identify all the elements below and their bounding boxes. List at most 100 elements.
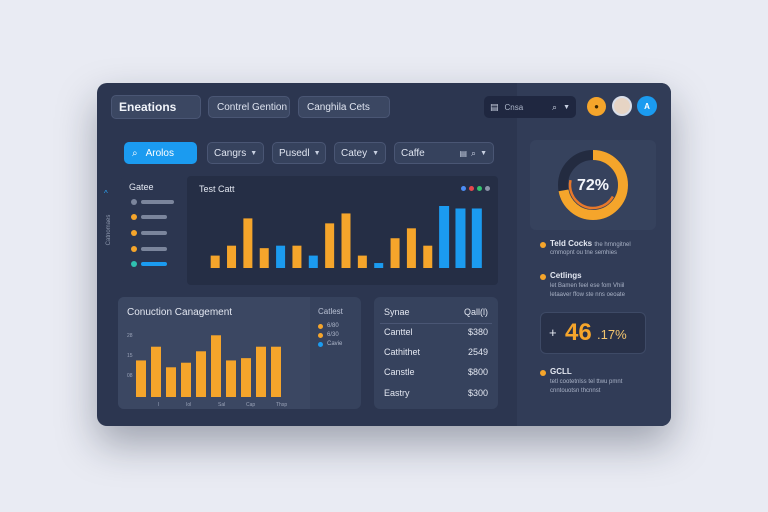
- donut-value: 72%: [576, 177, 610, 194]
- info-3-desc: cnntouotsn thcnnst: [550, 388, 601, 394]
- legend-color-dot: [469, 186, 474, 191]
- account-button[interactable]: A: [637, 96, 657, 116]
- filter-1-label: Cangrs: [214, 147, 247, 159]
- table-row-value: $380: [467, 327, 488, 337]
- tab-control[interactable]: Contrel Gention: [208, 96, 290, 118]
- table-row-value: $800: [467, 367, 488, 377]
- stat-decimal: .17%: [597, 327, 627, 342]
- legend-dot: [131, 246, 137, 252]
- chart-bar: [423, 245, 433, 268]
- bell-icon: ●: [594, 102, 599, 111]
- chevron-down-icon: ▼: [372, 149, 379, 157]
- donut-card: 72%: [530, 140, 656, 230]
- chart-bar: [271, 346, 281, 397]
- summary-table: Synae Qall(l) Canttel $380 Cathithet 254…: [374, 297, 498, 409]
- chevron-up-icon: ^: [104, 189, 108, 198]
- chart-bar: [151, 346, 161, 397]
- table-divider: [380, 323, 492, 324]
- main-chart-title: Test Catt: [199, 184, 235, 194]
- user-icon: A: [644, 101, 650, 111]
- table-header-value: Qall(l): [464, 307, 488, 317]
- main-chart-panel: Test Catt: [187, 176, 498, 285]
- x-tick-label: Iol: [186, 402, 191, 408]
- chart-bar: [390, 238, 400, 268]
- chart-bar: [259, 248, 269, 268]
- bullet-dot: [540, 274, 546, 280]
- chart-bar: [241, 358, 251, 397]
- filter-2-label: Pusedl: [279, 147, 310, 159]
- search-icon: ⌕: [132, 147, 138, 159]
- header-search-label: Cnsa: [504, 102, 524, 112]
- side-tab[interactable]: ^ Catnomaes: [101, 189, 115, 259]
- x-tick-label: Thsp: [276, 402, 287, 408]
- notification-button[interactable]: ●: [587, 97, 606, 116]
- legend-color-dot: [318, 341, 323, 347]
- avatar[interactable]: [612, 96, 632, 116]
- chart-bar: [196, 351, 206, 397]
- chart-bar: [256, 346, 266, 397]
- legend-color-dot: [485, 186, 490, 191]
- legend-dot: [131, 261, 137, 267]
- dashboard-window: Eneations Contrel Gention Canghila Cets …: [97, 83, 671, 426]
- management-card: Conuction Canagement 28 15 08 I Iol Sal Cap Ths…: [118, 297, 361, 409]
- info-3-desc: tetl cootetnlss tel ttwu pmnt: [550, 379, 623, 385]
- primary-filter-label: Arolos: [145, 147, 174, 159]
- table-row-name: Canstle: [384, 367, 415, 377]
- info-2-desc: letaaver ffow ste nns oeoate: [550, 292, 625, 298]
- chart-bar: [308, 255, 318, 268]
- bullet-dot: [540, 370, 546, 376]
- legend-line: [141, 200, 174, 204]
- chart-bar: [406, 228, 416, 268]
- chart-bar: [341, 213, 351, 268]
- management-bar-chart: 28 15 08 I Iol Sal Cap Thsp: [127, 333, 287, 408]
- chevron-down-icon: ▼: [480, 149, 487, 157]
- y-tick-label: 08: [127, 373, 133, 379]
- donut-inner-arc: [568, 160, 618, 210]
- table-row-name: Canttel: [384, 327, 413, 337]
- filter-dropdown-3[interactable]: Catey ▼: [334, 142, 386, 164]
- chart-bar: [357, 255, 367, 268]
- chart-bar: [374, 263, 384, 268]
- legend-dot: [131, 214, 137, 220]
- chart-bar: [471, 208, 482, 268]
- table-row-name: Cathithet: [384, 347, 421, 357]
- chart-bar: [227, 245, 237, 268]
- app-brand[interactable]: Eneations: [111, 95, 201, 119]
- filter-dropdown-4[interactable]: Caffe ▤ ⌕ ▼: [394, 142, 494, 164]
- x-tick-label: I: [158, 402, 159, 408]
- chart-bar: [136, 360, 146, 397]
- table-row-value: $300: [467, 388, 488, 398]
- legend-line: [141, 215, 167, 219]
- legend-color-dot: [461, 186, 466, 191]
- chart-bar: [181, 362, 191, 397]
- filter-dropdown-1[interactable]: Cangrs ▼: [207, 142, 264, 164]
- search-icon: ⌕: [471, 147, 477, 158]
- main-bar-chart: [210, 206, 482, 268]
- filter-dropdown-2[interactable]: Pusedl ▼: [272, 142, 326, 164]
- info-3-title: GCLL: [550, 367, 572, 376]
- chart-bar: [166, 367, 176, 397]
- y-tick-label: 15: [127, 353, 133, 359]
- stat-prefix: +: [549, 325, 557, 340]
- legend-dot: [131, 230, 137, 236]
- legend-item: Cavie: [318, 341, 342, 347]
- chart-bar: [276, 245, 286, 268]
- chart-bar: [243, 218, 253, 268]
- header-search[interactable]: ▤ Cnsa ⌕ ▼: [484, 96, 576, 118]
- x-tick-label: Sal: [218, 402, 225, 408]
- legend-label: 6/30: [327, 332, 339, 338]
- tab-changes[interactable]: Canghila Cets: [298, 96, 390, 118]
- table-row-value: 2549: [467, 347, 488, 357]
- calendar-icon: ▤: [459, 148, 468, 158]
- management-legend: 6/80 6/30 Cavie: [318, 323, 342, 350]
- primary-filter-button[interactable]: ⌕ Arolos: [124, 142, 197, 164]
- legend-dot: [131, 199, 137, 205]
- chart-bar: [226, 360, 236, 397]
- y-tick-label: 28: [127, 333, 133, 339]
- legend-color-dot: [318, 332, 323, 338]
- search-icon: ⌕: [552, 101, 558, 112]
- info-2-title: Cetlings: [550, 271, 582, 280]
- table-row-name: Eastry: [384, 388, 410, 398]
- legend-color-dot: [477, 186, 482, 191]
- legend-label: 6/80: [327, 323, 339, 329]
